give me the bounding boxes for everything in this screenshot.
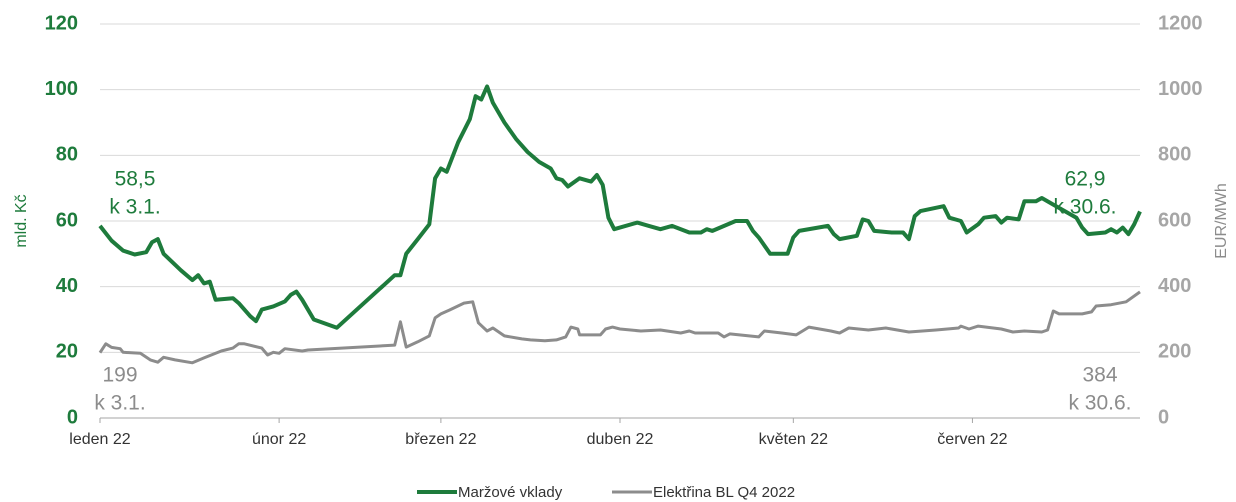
- legend-label: Elektřina BL Q4 2022: [653, 484, 795, 501]
- line-series: [98, 84, 1142, 330]
- x-tick-label: leden 22: [69, 431, 130, 448]
- y2-tick-label: 200: [1158, 341, 1191, 363]
- annotation: 58,5: [115, 168, 156, 191]
- line-series: [98, 290, 1141, 365]
- y-tick-label: 20: [56, 341, 78, 363]
- x-tick-label: duben 22: [587, 431, 654, 448]
- y2-tick-label: 0: [1158, 406, 1169, 428]
- annotation: 384: [1082, 364, 1117, 387]
- y2-tick-label: 800: [1158, 144, 1191, 166]
- x-tick-label: květen 22: [759, 431, 828, 448]
- y-tick-label: 40: [56, 275, 78, 297]
- annotation: k 30.6.: [1068, 392, 1131, 415]
- annotation: k 30.6.: [1053, 196, 1116, 219]
- y2-axis-label: EUR/MWh: [1213, 183, 1230, 259]
- y2-tick-label: 1200: [1158, 12, 1203, 34]
- legend-label: Maržové vklady: [458, 484, 563, 501]
- y2-tick-label: 400: [1158, 275, 1191, 297]
- y2-tick-label: 1000: [1158, 78, 1203, 100]
- x-tick-label: březen 22: [405, 431, 476, 448]
- x-tick-label: únor 22: [252, 431, 306, 448]
- annotation: 62,9: [1065, 168, 1106, 191]
- y-tick-label: 120: [45, 12, 78, 34]
- y-tick-label: 0: [67, 406, 78, 428]
- annotation: 199: [102, 364, 137, 387]
- x-tick-label: červen 22: [937, 431, 1007, 448]
- y2-tick-label: 600: [1158, 209, 1191, 231]
- y-tick-label: 80: [56, 144, 78, 166]
- y-axis-label: mld. Kč: [13, 194, 30, 247]
- y-tick-label: 60: [56, 209, 78, 231]
- annotation: k 3.1.: [109, 196, 160, 219]
- annotation: k 3.1.: [94, 392, 145, 415]
- y-tick-label: 100: [45, 78, 78, 100]
